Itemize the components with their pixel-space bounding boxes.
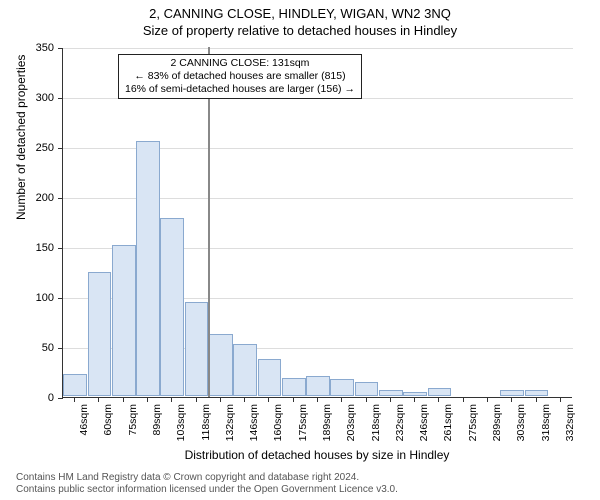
y-tick-mark — [58, 248, 63, 249]
x-tick-mark — [536, 397, 537, 402]
histogram-bar — [306, 376, 330, 396]
chart-container: 2, CANNING CLOSE, HINDLEY, WIGAN, WN2 3N… — [0, 0, 600, 500]
x-tick-label: 332sqm — [564, 404, 576, 441]
x-tick-mark — [390, 397, 391, 402]
x-tick-label: 160sqm — [272, 404, 284, 441]
footer: Contains HM Land Registry data © Crown c… — [16, 472, 398, 496]
x-tick-mark — [220, 397, 221, 402]
x-tick-mark — [171, 397, 172, 402]
y-tick-mark — [58, 98, 63, 99]
x-tick-label: 218sqm — [370, 404, 382, 441]
y-tick-label: 200 — [24, 192, 54, 204]
x-tick-label: 289sqm — [491, 404, 503, 441]
x-tick-mark — [147, 397, 148, 402]
x-tick-label: 175sqm — [297, 404, 309, 441]
x-tick-label: 103sqm — [175, 404, 187, 441]
footer-line: Contains HM Land Registry data © Crown c… — [16, 472, 398, 484]
x-tick-label: 89sqm — [151, 404, 163, 436]
x-tick-mark — [414, 397, 415, 402]
x-tick-label: 60sqm — [102, 404, 114, 436]
y-tick-mark — [58, 148, 63, 149]
x-tick-mark — [317, 397, 318, 402]
annotation-box: 2 CANNING CLOSE: 131sqm ← 83% of detache… — [118, 54, 362, 99]
x-tick-label: 275sqm — [467, 404, 479, 441]
property-marker-line — [208, 47, 210, 397]
x-tick-mark — [487, 397, 488, 402]
page-subtitle: Size of property relative to detached ho… — [0, 21, 600, 38]
y-tick-label: 100 — [24, 292, 54, 304]
annotation-line: ← 83% of detached houses are smaller (81… — [125, 70, 355, 83]
histogram-bar — [428, 388, 452, 396]
gridline — [63, 48, 573, 49]
y-tick-label: 150 — [24, 242, 54, 254]
x-tick-label: 46sqm — [78, 404, 90, 436]
histogram-bar — [209, 334, 233, 396]
x-tick-mark — [341, 397, 342, 402]
annotation-line: 2 CANNING CLOSE: 131sqm — [125, 57, 355, 70]
histogram-bar — [112, 245, 136, 396]
x-tick-mark — [244, 397, 245, 402]
x-tick-mark — [293, 397, 294, 402]
histogram-bar — [63, 374, 87, 396]
histogram-bar — [330, 379, 354, 396]
y-tick-label: 0 — [24, 392, 54, 404]
x-tick-mark — [511, 397, 512, 402]
histogram-bar — [136, 141, 160, 396]
y-tick-mark — [58, 348, 63, 349]
histogram-bar — [500, 390, 524, 396]
histogram-bar — [185, 302, 209, 396]
x-tick-label: 203sqm — [345, 404, 357, 441]
x-tick-label: 75sqm — [127, 404, 139, 436]
x-tick-mark — [268, 397, 269, 402]
histogram-bar — [355, 382, 379, 396]
x-tick-mark — [560, 397, 561, 402]
x-tick-label: 189sqm — [321, 404, 333, 441]
x-tick-label: 318sqm — [540, 404, 552, 441]
x-tick-label: 232sqm — [394, 404, 406, 441]
page-title: 2, CANNING CLOSE, HINDLEY, WIGAN, WN2 3N… — [0, 0, 600, 21]
x-tick-mark — [438, 397, 439, 402]
histogram-bar — [233, 344, 257, 396]
x-tick-label: 118sqm — [200, 404, 212, 441]
x-tick-mark — [74, 397, 75, 402]
x-tick-label: 261sqm — [442, 404, 454, 441]
histogram-bar — [379, 390, 403, 396]
footer-line: Contains public sector information licen… — [16, 484, 398, 496]
y-tick-mark — [58, 398, 63, 399]
x-tick-label: 132sqm — [224, 404, 236, 441]
histogram-bar — [258, 359, 282, 396]
x-tick-label: 303sqm — [515, 404, 527, 441]
histogram-bar — [88, 272, 112, 396]
y-tick-label: 50 — [24, 342, 54, 354]
x-axis-label: Distribution of detached houses by size … — [62, 448, 572, 462]
y-tick-label: 300 — [24, 92, 54, 104]
x-tick-mark — [123, 397, 124, 402]
annotation-line: 16% of semi-detached houses are larger (… — [125, 83, 355, 96]
chart-area: 2 CANNING CLOSE: 131sqm ← 83% of detache… — [62, 48, 572, 398]
x-tick-mark — [463, 397, 464, 402]
histogram-bar — [525, 390, 549, 396]
x-tick-mark — [196, 397, 197, 402]
y-tick-mark — [58, 198, 63, 199]
plot-region — [62, 48, 572, 398]
y-tick-mark — [58, 48, 63, 49]
histogram-bar — [282, 378, 306, 396]
y-tick-label: 250 — [24, 142, 54, 154]
y-tick-label: 350 — [24, 42, 54, 54]
x-tick-label: 246sqm — [418, 404, 430, 441]
x-tick-mark — [98, 397, 99, 402]
histogram-bar — [160, 218, 184, 396]
x-tick-label: 146sqm — [248, 404, 260, 441]
y-tick-mark — [58, 298, 63, 299]
x-tick-mark — [366, 397, 367, 402]
histogram-bar — [403, 392, 427, 396]
